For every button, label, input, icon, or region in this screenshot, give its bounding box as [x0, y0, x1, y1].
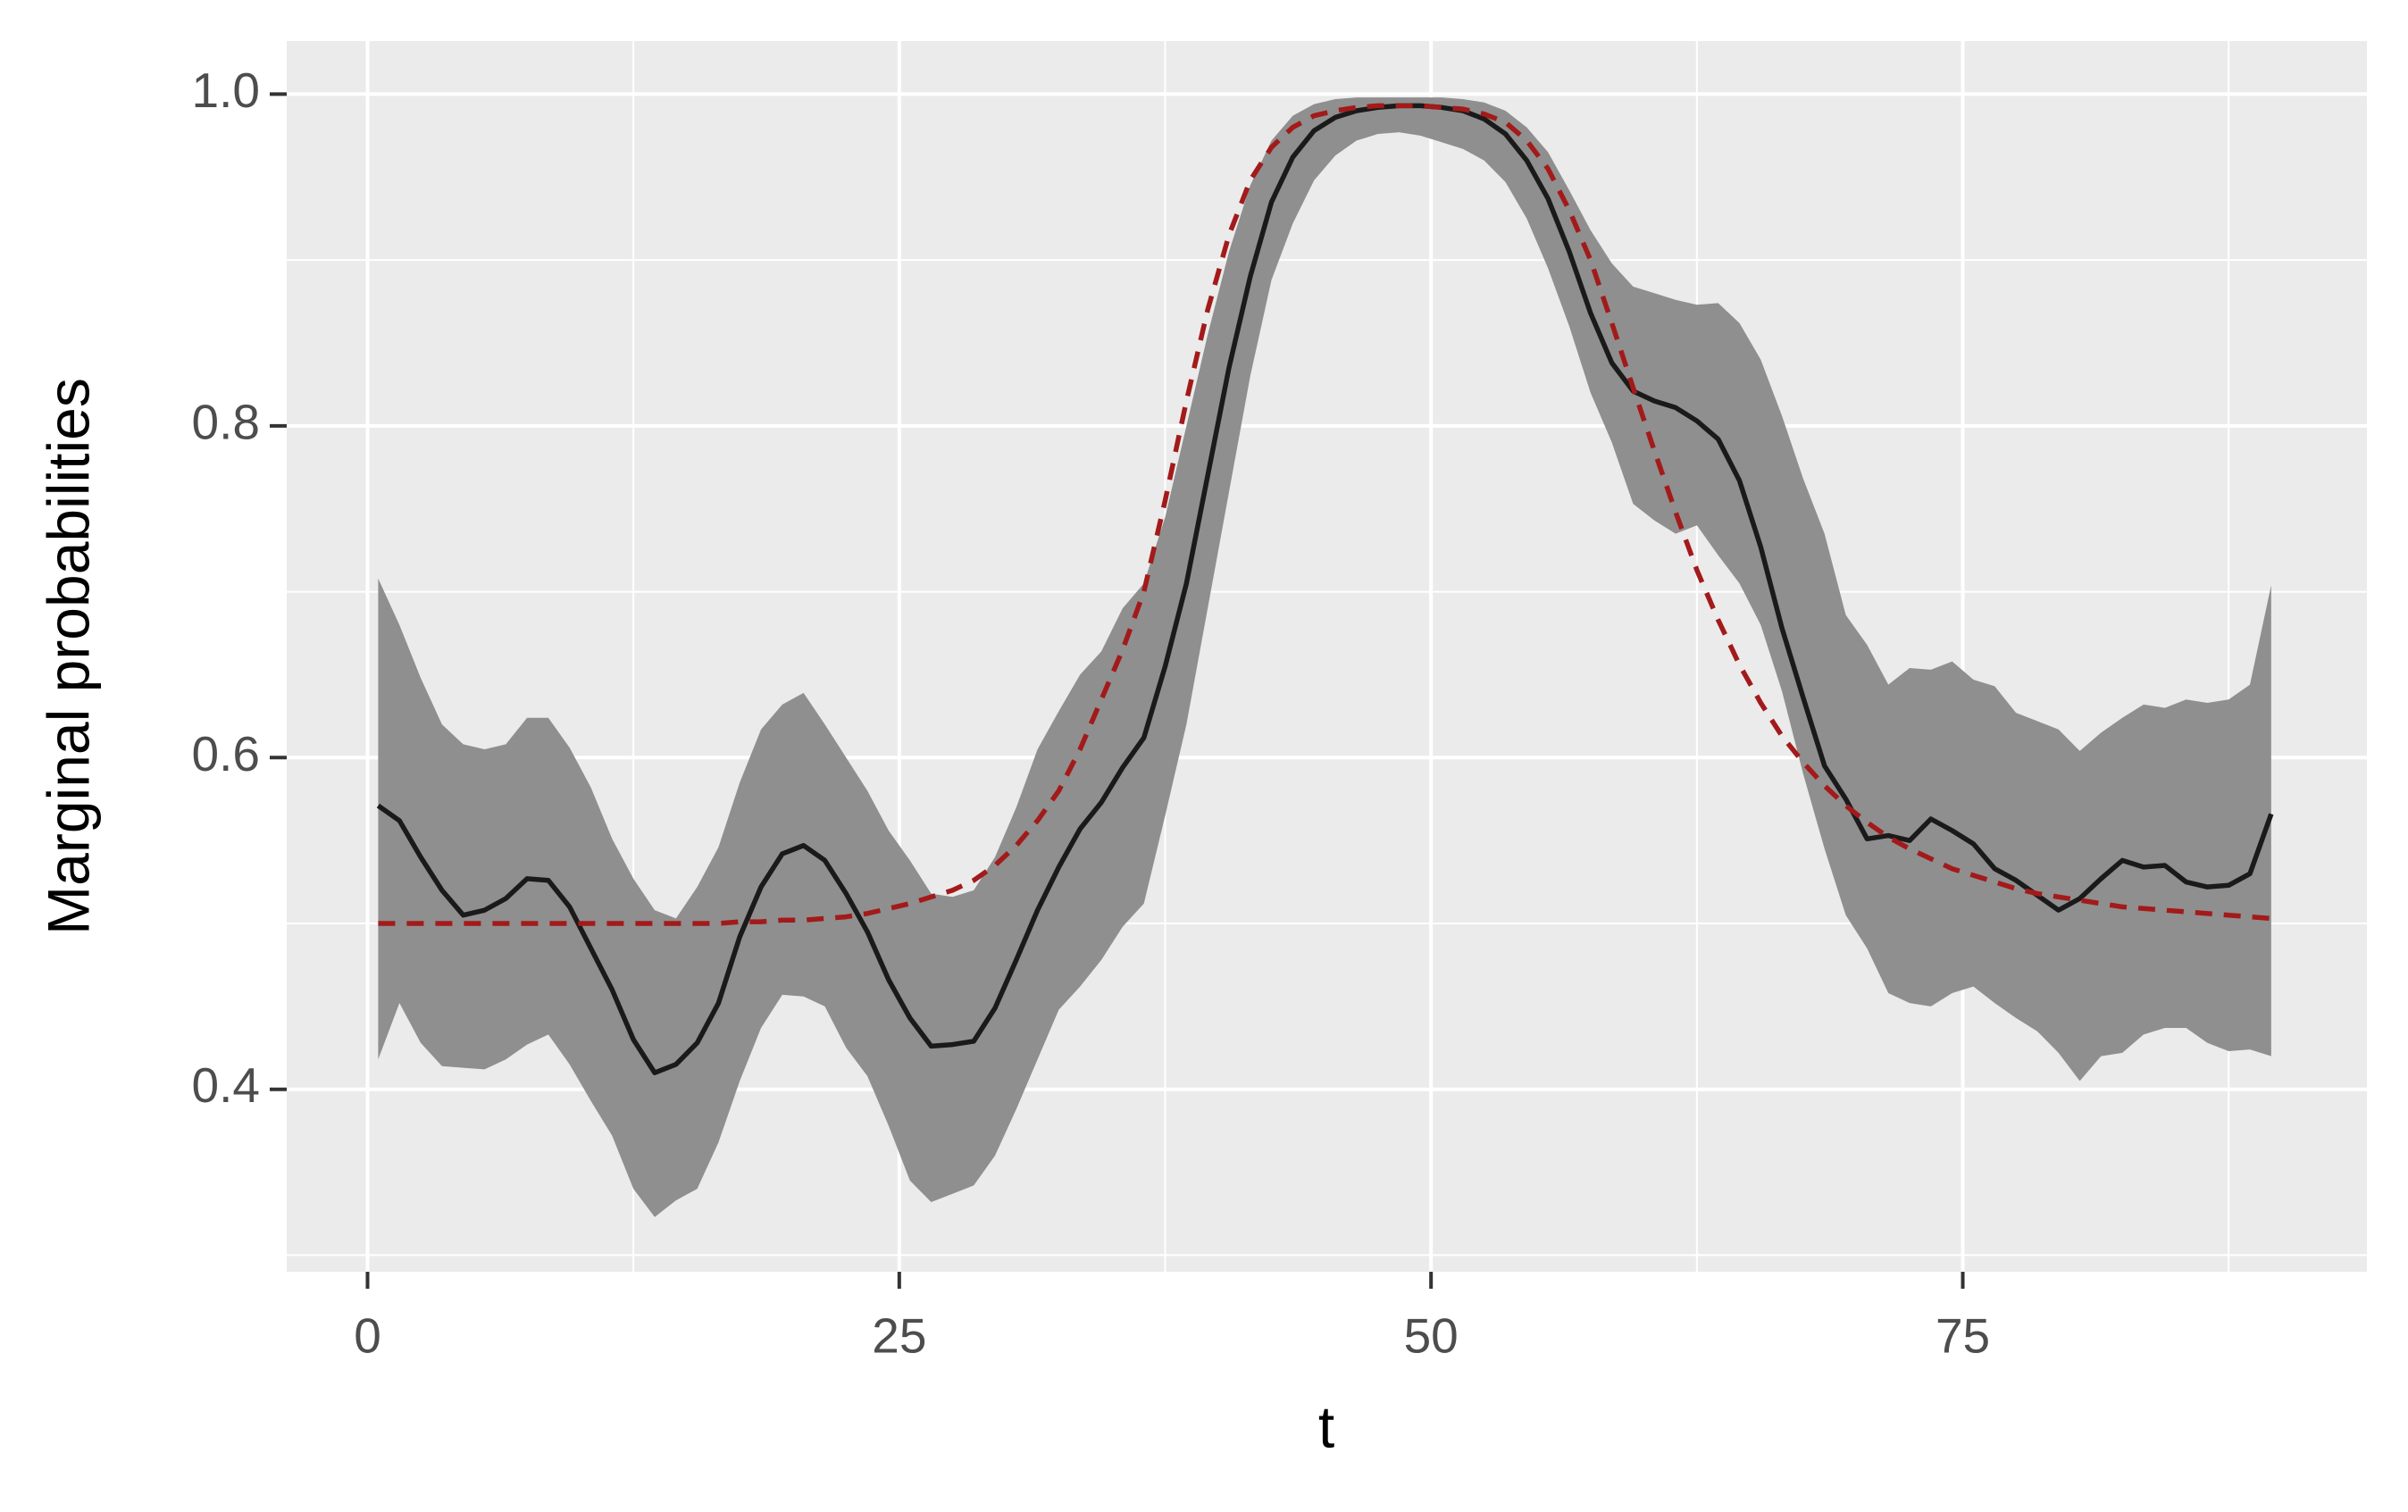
y-axis-title: Marginal probabilities — [35, 378, 101, 935]
x-tick-label: 50 — [1404, 1308, 1459, 1364]
y-tick-label: 0.4 — [192, 1057, 260, 1113]
series-line — [378, 103, 2272, 926]
y-tick-label: 1.0 — [192, 63, 260, 118]
y-tick-label: 0.6 — [192, 726, 260, 781]
x-tick-label: 25 — [872, 1308, 926, 1364]
x-tick-label: 75 — [1936, 1308, 1990, 1364]
series-line — [376, 103, 2274, 1075]
ribbon — [378, 97, 2271, 1217]
x-axis-title: t — [1318, 1393, 1334, 1459]
x-tick-label: 0 — [354, 1308, 381, 1364]
y-tick-label: 0.8 — [192, 394, 260, 449]
